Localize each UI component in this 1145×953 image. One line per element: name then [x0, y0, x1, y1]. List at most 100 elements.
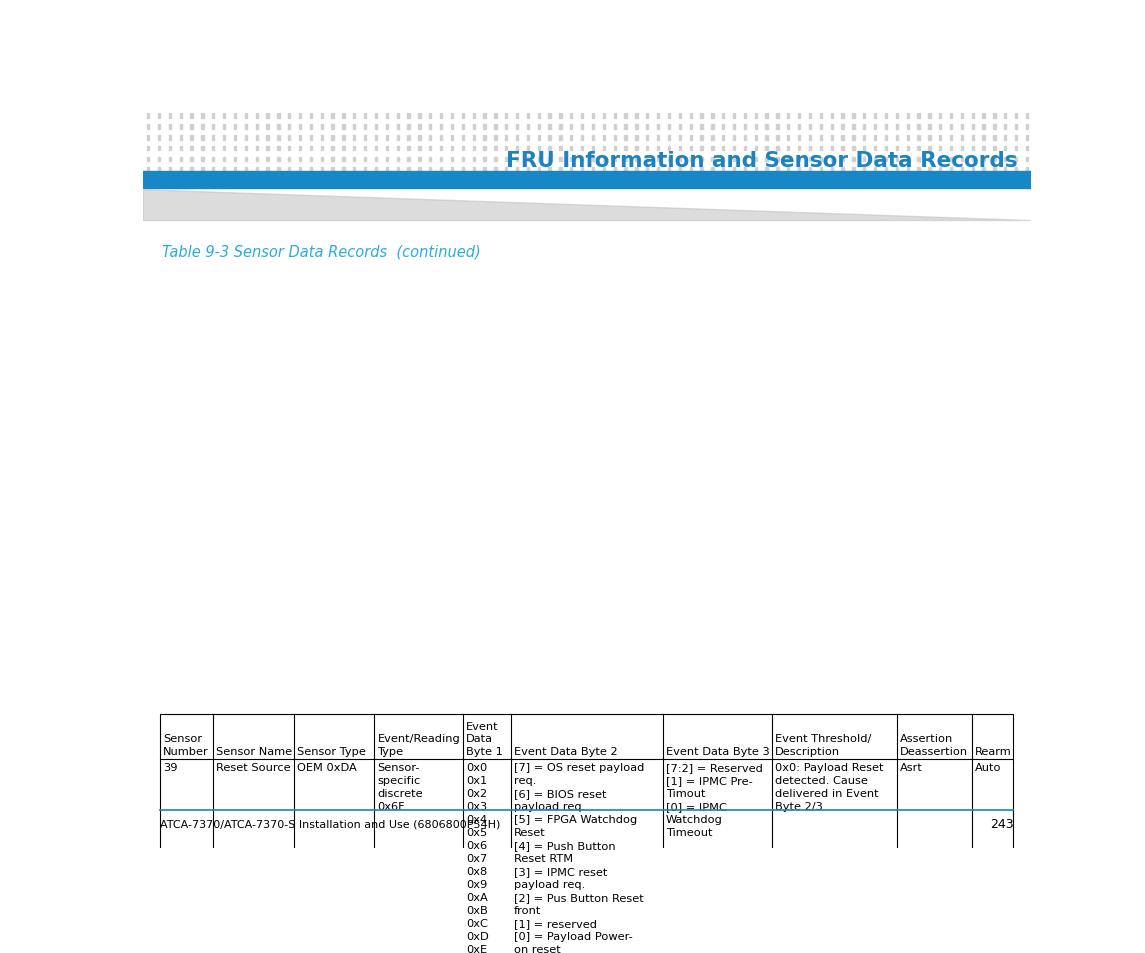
Bar: [342, 147, 345, 152]
Bar: [190, 114, 192, 119]
Bar: [299, 125, 301, 130]
Bar: [689, 114, 692, 119]
Bar: [602, 114, 605, 119]
Bar: [353, 147, 355, 152]
Text: Event Data Byte 3: Event Data Byte 3: [666, 746, 769, 756]
Bar: [744, 114, 747, 119]
Bar: [289, 147, 291, 152]
Bar: [776, 114, 779, 119]
Bar: [711, 114, 713, 119]
Bar: [798, 114, 800, 119]
Bar: [852, 168, 854, 172]
Bar: [321, 125, 323, 130]
Bar: [972, 136, 974, 140]
Bar: [396, 147, 398, 152]
Bar: [787, 125, 789, 130]
Bar: [353, 157, 355, 162]
Bar: [223, 147, 226, 152]
Bar: [168, 157, 171, 162]
Bar: [143, 172, 1030, 189]
Bar: [950, 125, 953, 130]
Bar: [885, 147, 887, 152]
Bar: [624, 157, 626, 162]
Bar: [418, 136, 420, 140]
Bar: [386, 147, 388, 152]
Bar: [223, 168, 226, 172]
Bar: [234, 168, 236, 172]
Bar: [158, 168, 160, 172]
Bar: [331, 157, 334, 162]
Bar: [929, 136, 931, 140]
Bar: [168, 147, 171, 152]
Bar: [701, 114, 703, 119]
Bar: [755, 147, 757, 152]
Bar: [994, 168, 996, 172]
Bar: [635, 147, 638, 152]
Bar: [245, 147, 247, 152]
Text: Asrt: Asrt: [900, 762, 923, 772]
Bar: [451, 157, 453, 162]
Bar: [982, 147, 985, 152]
Bar: [505, 147, 507, 152]
Bar: [202, 114, 204, 119]
Bar: [972, 114, 974, 119]
Bar: [1026, 125, 1028, 130]
Bar: [255, 147, 258, 152]
Bar: [668, 136, 670, 140]
Bar: [766, 168, 768, 172]
Bar: [527, 136, 529, 140]
Bar: [289, 114, 291, 119]
Bar: [982, 114, 985, 119]
Bar: [461, 136, 464, 140]
Bar: [202, 136, 204, 140]
Bar: [1014, 157, 1017, 162]
Bar: [874, 125, 876, 130]
Bar: [614, 157, 616, 162]
Bar: [570, 136, 572, 140]
Bar: [766, 114, 768, 119]
Bar: [994, 147, 996, 152]
Bar: [744, 157, 747, 162]
Bar: [212, 136, 214, 140]
Bar: [820, 157, 822, 162]
Bar: [614, 168, 616, 172]
Bar: [679, 157, 681, 162]
Bar: [473, 157, 475, 162]
Bar: [538, 157, 540, 162]
Bar: [180, 157, 182, 162]
Bar: [646, 136, 648, 140]
Bar: [548, 157, 551, 162]
Bar: [1014, 168, 1017, 172]
Bar: [581, 136, 583, 140]
Bar: [451, 125, 453, 130]
Bar: [570, 168, 572, 172]
Bar: [429, 136, 432, 140]
Bar: [602, 168, 605, 172]
Bar: [581, 114, 583, 119]
Bar: [917, 168, 919, 172]
Bar: [310, 125, 313, 130]
Bar: [289, 168, 291, 172]
Bar: [267, 136, 269, 140]
Bar: [408, 168, 410, 172]
Bar: [234, 147, 236, 152]
Bar: [147, 136, 149, 140]
Bar: [440, 147, 442, 152]
Bar: [473, 136, 475, 140]
Bar: [473, 125, 475, 130]
Bar: [798, 157, 800, 162]
Bar: [158, 147, 160, 152]
Bar: [1014, 136, 1017, 140]
Bar: [234, 136, 236, 140]
Bar: [321, 168, 323, 172]
Bar: [495, 168, 497, 172]
Bar: [212, 147, 214, 152]
Bar: [255, 157, 258, 162]
Bar: [364, 136, 366, 140]
Bar: [321, 147, 323, 152]
Bar: [787, 168, 789, 172]
Bar: [374, 136, 377, 140]
Bar: [570, 114, 572, 119]
Bar: [289, 157, 291, 162]
Bar: [255, 168, 258, 172]
